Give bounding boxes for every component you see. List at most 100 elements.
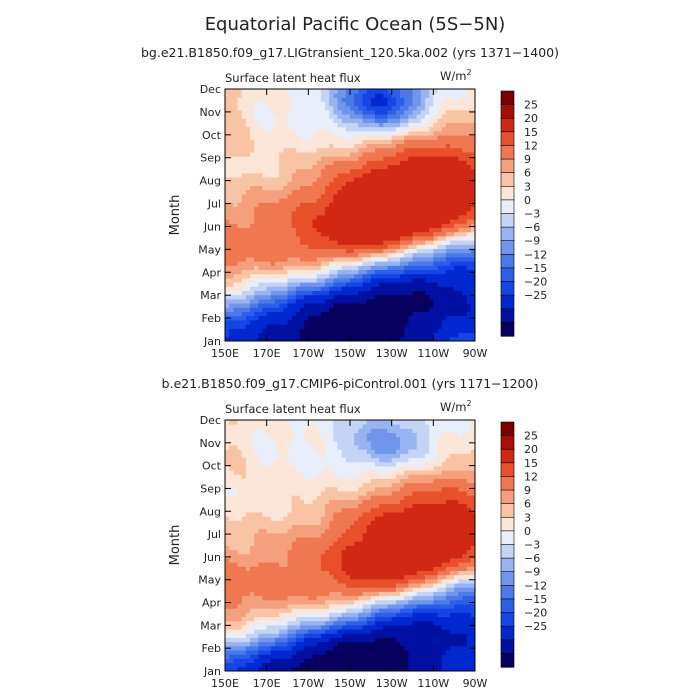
colorbar-label: 6 <box>524 167 531 180</box>
heat-cell <box>295 328 301 333</box>
heat-cell <box>354 105 359 111</box>
heat-cell <box>354 152 359 157</box>
heat-cell <box>354 173 359 178</box>
heat-cell <box>429 591 434 597</box>
heat-cell <box>241 261 247 266</box>
heat-cell <box>370 177 376 182</box>
heat-cell <box>387 122 393 128</box>
heat-cell <box>316 595 322 601</box>
heat-cell <box>304 181 309 186</box>
heat-cell <box>462 261 468 266</box>
heat-cell <box>400 202 405 207</box>
heat-cell <box>466 599 472 605</box>
heat-cell <box>408 114 413 119</box>
heat-cell <box>287 578 293 584</box>
heat-cell <box>237 666 243 672</box>
heat-cell <box>283 110 288 115</box>
heat-cell <box>379 240 384 245</box>
heat-cell <box>325 173 330 178</box>
heat-cell <box>458 231 463 237</box>
heat-cell <box>250 265 255 270</box>
heat-cell <box>370 662 376 668</box>
heat-cell <box>445 114 451 119</box>
heat-cell <box>454 299 459 304</box>
heat-cell <box>295 231 301 237</box>
heat-cell <box>470 252 476 258</box>
heat-cell <box>241 608 247 613</box>
heat-cell <box>429 299 434 304</box>
heat-cell <box>362 118 368 123</box>
heat-cell <box>458 311 463 317</box>
heat-cell <box>337 160 343 165</box>
heat-cell <box>345 629 351 634</box>
heat-cell <box>341 189 347 195</box>
heat-cell <box>362 336 368 342</box>
heat-cell <box>470 177 476 182</box>
heat-cell <box>420 147 426 153</box>
heat-cell <box>375 294 380 300</box>
heat-cell <box>462 265 468 270</box>
heat-cell <box>308 591 313 597</box>
heat-cell <box>379 328 384 333</box>
heat-cell <box>333 215 338 220</box>
heat-cell <box>237 185 243 191</box>
heat-cell <box>300 320 305 325</box>
heat-cell <box>316 252 322 258</box>
heat-cell <box>254 105 259 111</box>
heat-cell <box>325 131 330 136</box>
heat-cell <box>354 219 359 224</box>
heat-cell <box>433 215 438 220</box>
heat-cell <box>416 658 422 664</box>
heat-cell <box>387 637 393 643</box>
heat-cell <box>387 156 393 161</box>
heat-cell <box>283 311 288 317</box>
heat-cell <box>350 227 355 233</box>
heat-cell <box>233 122 238 128</box>
heat-cell <box>400 633 405 638</box>
heat-cell <box>262 578 268 584</box>
heat-cell <box>329 152 334 157</box>
heat-cell <box>316 110 322 115</box>
heat-cell <box>362 662 368 668</box>
heat-cell <box>441 320 447 325</box>
heat-cell <box>262 231 268 237</box>
heat-cell <box>387 286 393 291</box>
heat-cell <box>450 278 455 283</box>
heat-cell <box>395 294 401 300</box>
heat-cell <box>437 666 443 672</box>
heat-cell <box>258 236 263 241</box>
heat-cell <box>262 227 268 233</box>
heat-cell <box>408 156 413 161</box>
heat-cell <box>341 273 347 279</box>
heat-cell <box>441 189 447 195</box>
heat-cell <box>366 662 372 668</box>
heat-cell <box>233 131 238 136</box>
heat-cell <box>283 215 288 220</box>
heat-cell <box>425 206 430 212</box>
heat-cell <box>458 219 463 224</box>
heat-cell <box>395 105 401 111</box>
heat-cell <box>258 583 263 588</box>
heat-cell <box>325 206 330 212</box>
heat-cell <box>333 303 338 308</box>
heat-cell <box>437 135 443 140</box>
heat-cell <box>258 257 263 262</box>
heat-cell <box>312 658 318 664</box>
heat-cell <box>304 641 309 647</box>
heat-cell <box>325 273 330 279</box>
heat-cell <box>395 206 401 212</box>
heat-cell <box>241 286 247 291</box>
heat-cell <box>279 282 284 287</box>
heat-cell <box>400 278 405 283</box>
heat-cell <box>425 591 430 597</box>
heat-cell <box>233 583 238 588</box>
heat-cell <box>366 240 372 245</box>
heat-cell <box>350 236 355 241</box>
heat-cell <box>245 650 251 655</box>
heat-cell <box>441 173 447 178</box>
heat-cell <box>425 658 430 664</box>
heat-cell <box>329 215 334 220</box>
heat-cell <box>287 604 293 609</box>
heat-cell <box>425 666 430 672</box>
heat-cell <box>416 612 422 618</box>
